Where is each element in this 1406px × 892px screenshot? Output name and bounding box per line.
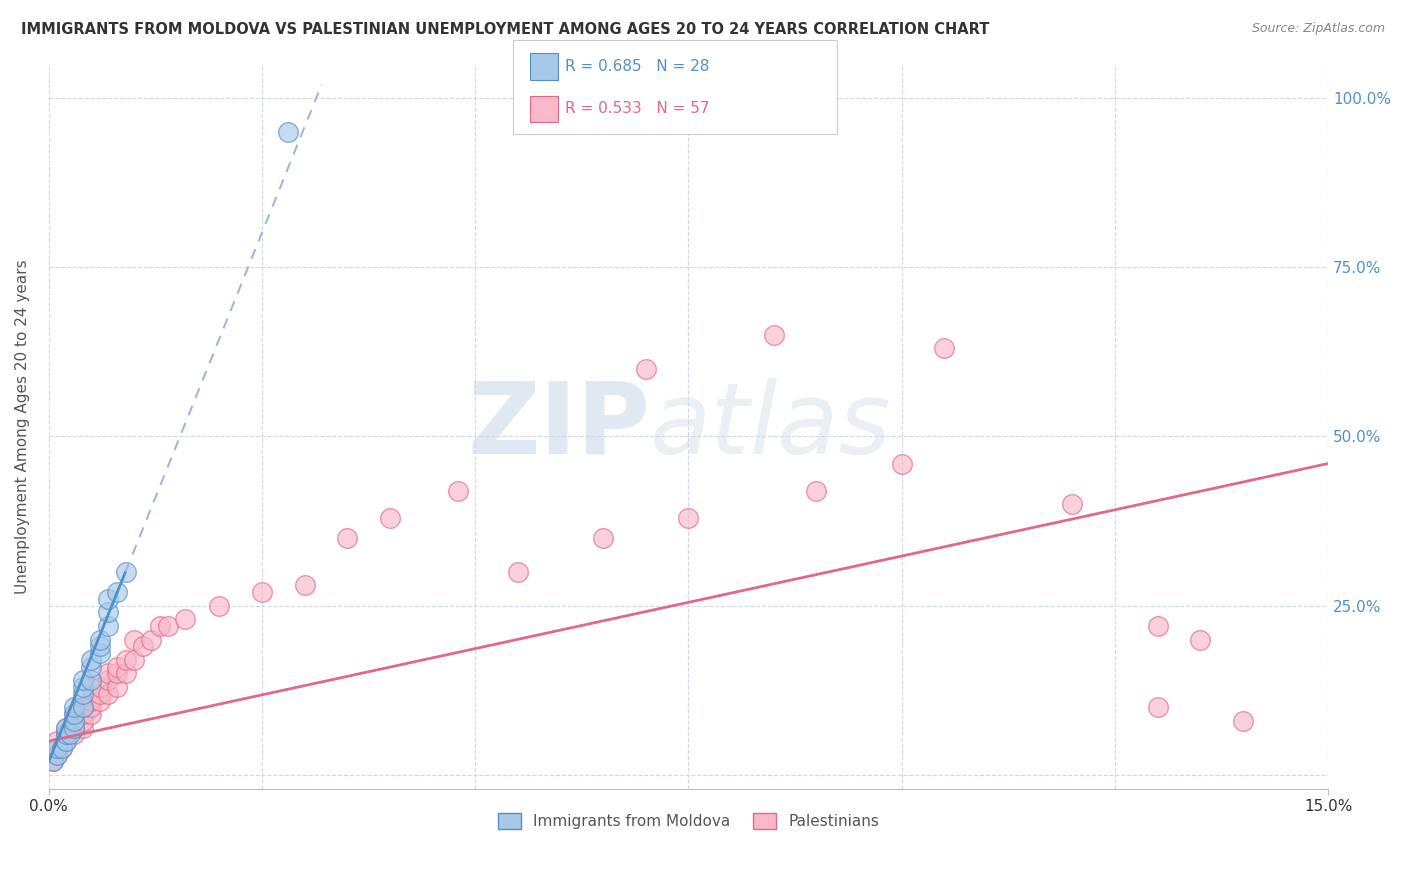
Point (105, 666, 128, 681)
Point (1189, 632, 1212, 647)
Point (114, 666, 136, 681)
Point (55, 727, 77, 741)
Text: atlas: atlas (650, 378, 891, 475)
Point (277, 125, 299, 139)
Point (72, 721, 94, 735)
Point (105, 585, 128, 599)
Point (1146, 619, 1168, 633)
Point (63, 721, 86, 735)
Point (55, 734, 77, 748)
Point (72, 673, 94, 688)
Point (122, 632, 145, 647)
Point (174, 612, 197, 626)
Point (89, 640, 111, 654)
Point (1232, 714, 1254, 728)
Point (80, 693, 103, 707)
Point (59, 727, 82, 741)
Point (131, 640, 153, 654)
Point (42, 755, 65, 769)
Point (63, 721, 86, 735)
Point (72, 700, 94, 714)
Y-axis label: Unemployment Among Ages 20 to 24 years: Unemployment Among Ages 20 to 24 years (15, 259, 30, 593)
Legend: Immigrants from Moldova, Palestinians: Immigrants from Moldova, Palestinians (492, 807, 886, 835)
Point (63, 707, 86, 722)
Text: R = 0.685   N = 28: R = 0.685 N = 28 (565, 59, 710, 74)
Point (63, 714, 86, 728)
Point (506, 565, 529, 579)
Point (208, 599, 231, 613)
Point (51, 740, 73, 755)
Point (114, 565, 136, 579)
Point (55, 734, 77, 748)
Point (114, 653, 136, 667)
Point (80, 659, 103, 673)
Point (55, 727, 77, 741)
Text: IMMIGRANTS FROM MOLDOVA VS PALESTINIAN UNEMPLOYMENT AMONG AGES 20 TO 24 YEARS CO: IMMIGRANTS FROM MOLDOVA VS PALESTINIAN U… (21, 22, 990, 37)
Point (97, 673, 120, 688)
Point (89, 687, 111, 701)
Point (678, 510, 700, 524)
Point (55, 721, 77, 735)
Point (97, 666, 120, 681)
Point (72, 680, 94, 694)
Point (63, 700, 86, 714)
Point (806, 483, 828, 498)
Point (294, 578, 316, 592)
Point (72, 707, 94, 722)
Point (890, 457, 912, 471)
Point (447, 483, 470, 498)
Point (157, 619, 180, 633)
Point (97, 687, 120, 701)
Point (122, 653, 145, 667)
Point (105, 680, 128, 694)
Point (97, 619, 120, 633)
Point (934, 342, 956, 356)
Point (80, 700, 103, 714)
Point (89, 632, 111, 647)
Point (63, 707, 86, 722)
Point (105, 659, 128, 673)
Point (762, 327, 785, 342)
Point (72, 700, 94, 714)
Point (42, 755, 65, 769)
Point (1062, 497, 1084, 511)
Point (46, 740, 69, 755)
Point (80, 707, 103, 722)
Point (634, 361, 657, 376)
Point (46, 747, 69, 762)
Point (80, 680, 103, 694)
Point (378, 510, 401, 524)
Point (592, 531, 614, 545)
Point (63, 727, 86, 741)
Point (97, 591, 120, 606)
Point (250, 585, 273, 599)
Point (89, 646, 111, 660)
Point (139, 632, 162, 647)
Point (55, 721, 77, 735)
Text: ZIP: ZIP (467, 378, 650, 475)
Point (1146, 700, 1168, 714)
Point (89, 680, 111, 694)
Text: Source: ZipAtlas.com: Source: ZipAtlas.com (1251, 22, 1385, 36)
Point (46, 734, 69, 748)
Text: R = 0.533   N = 57: R = 0.533 N = 57 (565, 102, 710, 117)
Point (97, 606, 120, 620)
Point (89, 693, 111, 707)
Point (46, 740, 69, 755)
Point (72, 687, 94, 701)
Point (46, 747, 69, 762)
Point (336, 531, 359, 545)
Point (63, 714, 86, 728)
Point (80, 673, 103, 688)
Point (51, 740, 73, 755)
Point (72, 714, 94, 728)
Point (149, 619, 172, 633)
Point (80, 653, 103, 667)
